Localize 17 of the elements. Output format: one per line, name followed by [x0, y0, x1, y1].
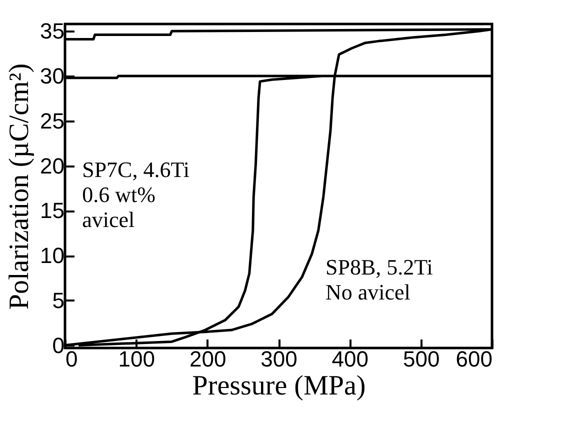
x-tick-label: 100 [118, 346, 156, 372]
y-tick-label: 35 [40, 18, 64, 44]
y-tick-label: 20 [40, 153, 64, 178]
x-tick-label: 500 [402, 346, 440, 372]
y-tick-label: 15 [40, 198, 64, 224]
series-label: SP8B, 5.2Ti No avicel [325, 254, 433, 304]
x-tick-label: 400 [332, 346, 369, 372]
x-tick-label: 300 [260, 346, 298, 372]
text: SP7C, 4.6Ti 0.6 wt% avicel [82, 157, 190, 232]
x-tick-label: 600 [456, 346, 492, 372]
y-axis-title: Polarization (µC/cm²) [4, 63, 36, 310]
x-tick-label: 200 [189, 346, 226, 372]
y-tick-label: 25 [40, 108, 64, 134]
x-axis-title: Pressure (MPa) [192, 370, 366, 402]
y-tick-label: 5 [52, 288, 64, 313]
y-tick-label: 10 [40, 243, 64, 268]
y-tick-label: 30 [40, 64, 64, 89]
